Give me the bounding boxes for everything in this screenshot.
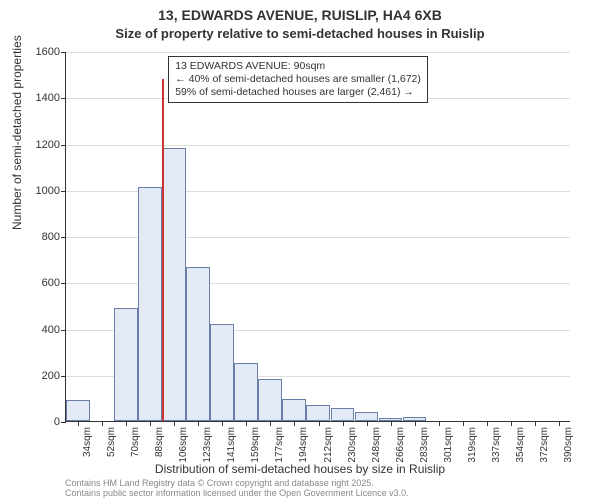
ytick-label: 1600 [36, 46, 66, 58]
footer-line2: Contains public sector information licen… [65, 488, 409, 498]
xtick-mark [319, 421, 320, 426]
xtick-mark [439, 421, 440, 426]
xtick-label: 283sqm [419, 427, 430, 463]
ytick-label: 1400 [36, 92, 66, 104]
xtick-mark [150, 421, 151, 426]
xtick-mark [391, 421, 392, 426]
histogram-bar [186, 267, 210, 421]
xtick-mark [270, 421, 271, 426]
xtick-mark [367, 421, 368, 426]
x-axis-label: Distribution of semi-detached houses by … [0, 462, 600, 476]
gridline [66, 52, 570, 53]
chart-title: 13, EDWARDS AVENUE, RUISLIP, HA4 6XB Siz… [0, 0, 600, 43]
marker-line [162, 79, 164, 421]
histogram-bar [306, 405, 330, 421]
xtick-label: 372sqm [539, 427, 550, 463]
footer-text: Contains HM Land Registry data © Crown c… [65, 478, 409, 499]
histogram-bar [114, 308, 138, 421]
xtick-mark [198, 421, 199, 426]
xtick-label: 52sqm [106, 427, 117, 457]
y-axis-label: Number of semi-detached properties [10, 35, 24, 230]
ytick-label: 1000 [36, 185, 66, 197]
xtick-label: 266sqm [395, 427, 406, 463]
annotation-line3: 59% of semi-detached houses are larger (… [175, 86, 421, 99]
xtick-label: 319sqm [467, 427, 478, 463]
footer-line1: Contains HM Land Registry data © Crown c… [65, 478, 374, 488]
xtick-label: 106sqm [178, 427, 189, 463]
histogram-bar [258, 379, 282, 421]
xtick-mark [343, 421, 344, 426]
xtick-label: 354sqm [515, 427, 526, 463]
xtick-label: 230sqm [347, 427, 358, 463]
ytick-label: 800 [42, 231, 66, 243]
histogram-bar [355, 412, 379, 421]
gridline [66, 145, 570, 146]
ytick-label: 1200 [36, 139, 66, 151]
xtick-mark [415, 421, 416, 426]
xtick-label: 301sqm [443, 427, 454, 463]
ytick-label: 600 [42, 277, 66, 289]
ytick-label: 400 [42, 324, 66, 336]
histogram-bar [282, 399, 306, 421]
title-line2: Size of property relative to semi-detach… [115, 26, 484, 41]
plot-area: 0200400600800100012001400160034sqm52sqm7… [65, 52, 570, 422]
ytick-label: 200 [42, 370, 66, 382]
xtick-mark [487, 421, 488, 426]
ytick-label: 0 [54, 416, 66, 428]
xtick-mark [246, 421, 247, 426]
xtick-mark [126, 421, 127, 426]
xtick-mark [102, 421, 103, 426]
chart-container: 13, EDWARDS AVENUE, RUISLIP, HA4 6XB Siz… [0, 0, 600, 500]
xtick-label: 34sqm [82, 427, 93, 457]
xtick-label: 88sqm [154, 427, 165, 457]
annotation-line2: ← 40% of semi-detached houses are smalle… [175, 73, 421, 86]
xtick-label: 337sqm [491, 427, 502, 463]
xtick-label: 70sqm [130, 427, 141, 457]
xtick-mark [463, 421, 464, 426]
histogram-bar [66, 400, 90, 421]
xtick-label: 123sqm [202, 427, 213, 463]
annotation-line1: 13 EDWARDS AVENUE: 90sqm [175, 60, 421, 73]
xtick-label: 194sqm [298, 427, 309, 463]
xtick-label: 159sqm [250, 427, 261, 463]
histogram-bar [234, 363, 258, 421]
xtick-label: 390sqm [563, 427, 574, 463]
histogram-bar [210, 324, 234, 421]
xtick-mark [78, 421, 79, 426]
xtick-label: 248sqm [371, 427, 382, 463]
xtick-mark [511, 421, 512, 426]
xtick-mark [559, 421, 560, 426]
xtick-label: 141sqm [226, 427, 237, 463]
histogram-bar [331, 408, 355, 421]
xtick-label: 177sqm [274, 427, 285, 463]
xtick-label: 212sqm [323, 427, 334, 463]
histogram-bar [138, 187, 162, 421]
xtick-mark [174, 421, 175, 426]
xtick-mark [535, 421, 536, 426]
annotation-box: 13 EDWARDS AVENUE: 90sqm ← 40% of semi-d… [168, 56, 428, 103]
title-line1: 13, EDWARDS AVENUE, RUISLIP, HA4 6XB [158, 7, 442, 23]
xtick-mark [222, 421, 223, 426]
xtick-mark [294, 421, 295, 426]
histogram-bar [162, 148, 186, 421]
